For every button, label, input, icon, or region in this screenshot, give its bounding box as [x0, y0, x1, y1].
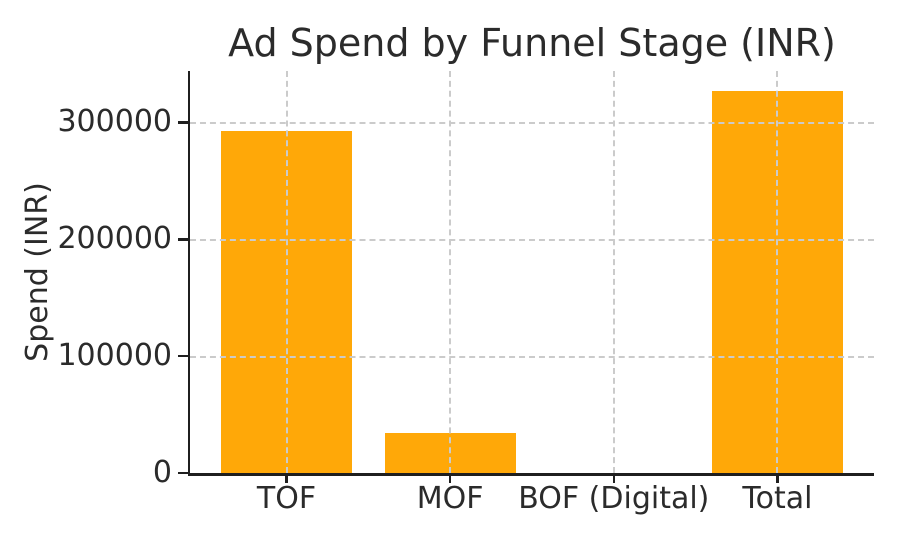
- y-tick-label-100000: 100000: [57, 338, 172, 374]
- x-axis-spine: [187, 473, 874, 476]
- y-tick-300000: [178, 121, 188, 124]
- x-tick-label-bof-digital: BOF (Digital): [518, 481, 710, 516]
- x-tick-tof: [285, 473, 288, 483]
- x-tick-bof-digital: [612, 473, 616, 483]
- gridline-y-300000: [190, 122, 874, 125]
- x-tick-label-tof: TOF: [256, 481, 317, 516]
- chart-title: Ad Spend by Funnel Stage (INR): [228, 21, 836, 65]
- y-tick-0: [178, 471, 188, 475]
- y-tick-label-0: 0: [152, 455, 172, 490]
- plot-area: [190, 71, 874, 473]
- y-tick-label-200000: 200000: [57, 221, 172, 257]
- x-tick-label-mof: MOF: [416, 481, 484, 516]
- gridline-y-200000: [190, 239, 874, 242]
- gridline-x-total: [776, 71, 779, 473]
- y-tick-label-300000: 300000: [57, 104, 172, 140]
- gridline-x-bof-digital: [612, 71, 615, 473]
- gridline-y-100000: [190, 356, 874, 359]
- x-tick-mof: [448, 473, 452, 483]
- y-axis-spine: [187, 71, 190, 476]
- gridline-x-mof: [449, 71, 452, 473]
- x-tick-total: [776, 473, 779, 483]
- y-tick-200000: [178, 238, 188, 241]
- x-tick-label-total: Total: [742, 481, 813, 516]
- y-tick-100000: [178, 354, 188, 358]
- gridline-x-tof: [285, 71, 288, 473]
